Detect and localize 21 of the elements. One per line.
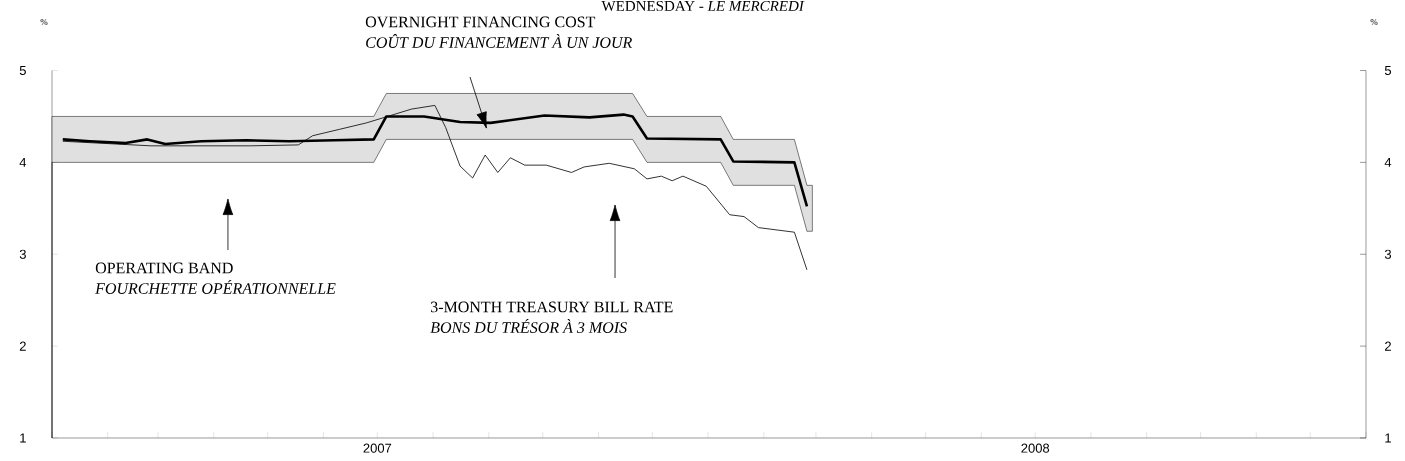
- annotation: BONS DU TRÉSOR À 3 MOIS: [430, 319, 627, 333]
- y-tick-label: 2: [19, 341, 26, 351]
- y2-tick-label: 2: [1385, 341, 1391, 351]
- y2-tick-label: 3: [1384, 249, 1392, 259]
- y-tick-label: 5: [19, 65, 26, 76]
- x-tick-label: 2007: [363, 443, 392, 453]
- y-tick-label: 4: [19, 157, 27, 167]
- y2-axis-title: %: [1370, 18, 1378, 26]
- y2-tick-label: 5: [1384, 65, 1392, 76]
- y-tick-label: 1: [20, 433, 26, 443]
- y2-tick-label: 1: [1385, 433, 1391, 443]
- text: OVERNIGHT FINANCING COST: [365, 16, 596, 28]
- x-tick-label: 2008: [1021, 443, 1050, 453]
- chart-title: WEDNESDAY - LE MERCREDI: [601, 0, 805, 12]
- y-axis-title: %: [40, 18, 48, 26]
- annotation: FOURCHETTE OPÉRATIONNELLE: [95, 280, 336, 294]
- annotation: 3-MONTH TREASURY BILL RATE: [431, 301, 673, 313]
- y-tick-label: 3: [19, 249, 26, 259]
- y2-tick-label: 4: [1384, 157, 1392, 167]
- text: COÛT DU FINANCEMENT À UN JOUR: [366, 34, 633, 48]
- annotation: OPERATING BAND: [95, 262, 233, 274]
